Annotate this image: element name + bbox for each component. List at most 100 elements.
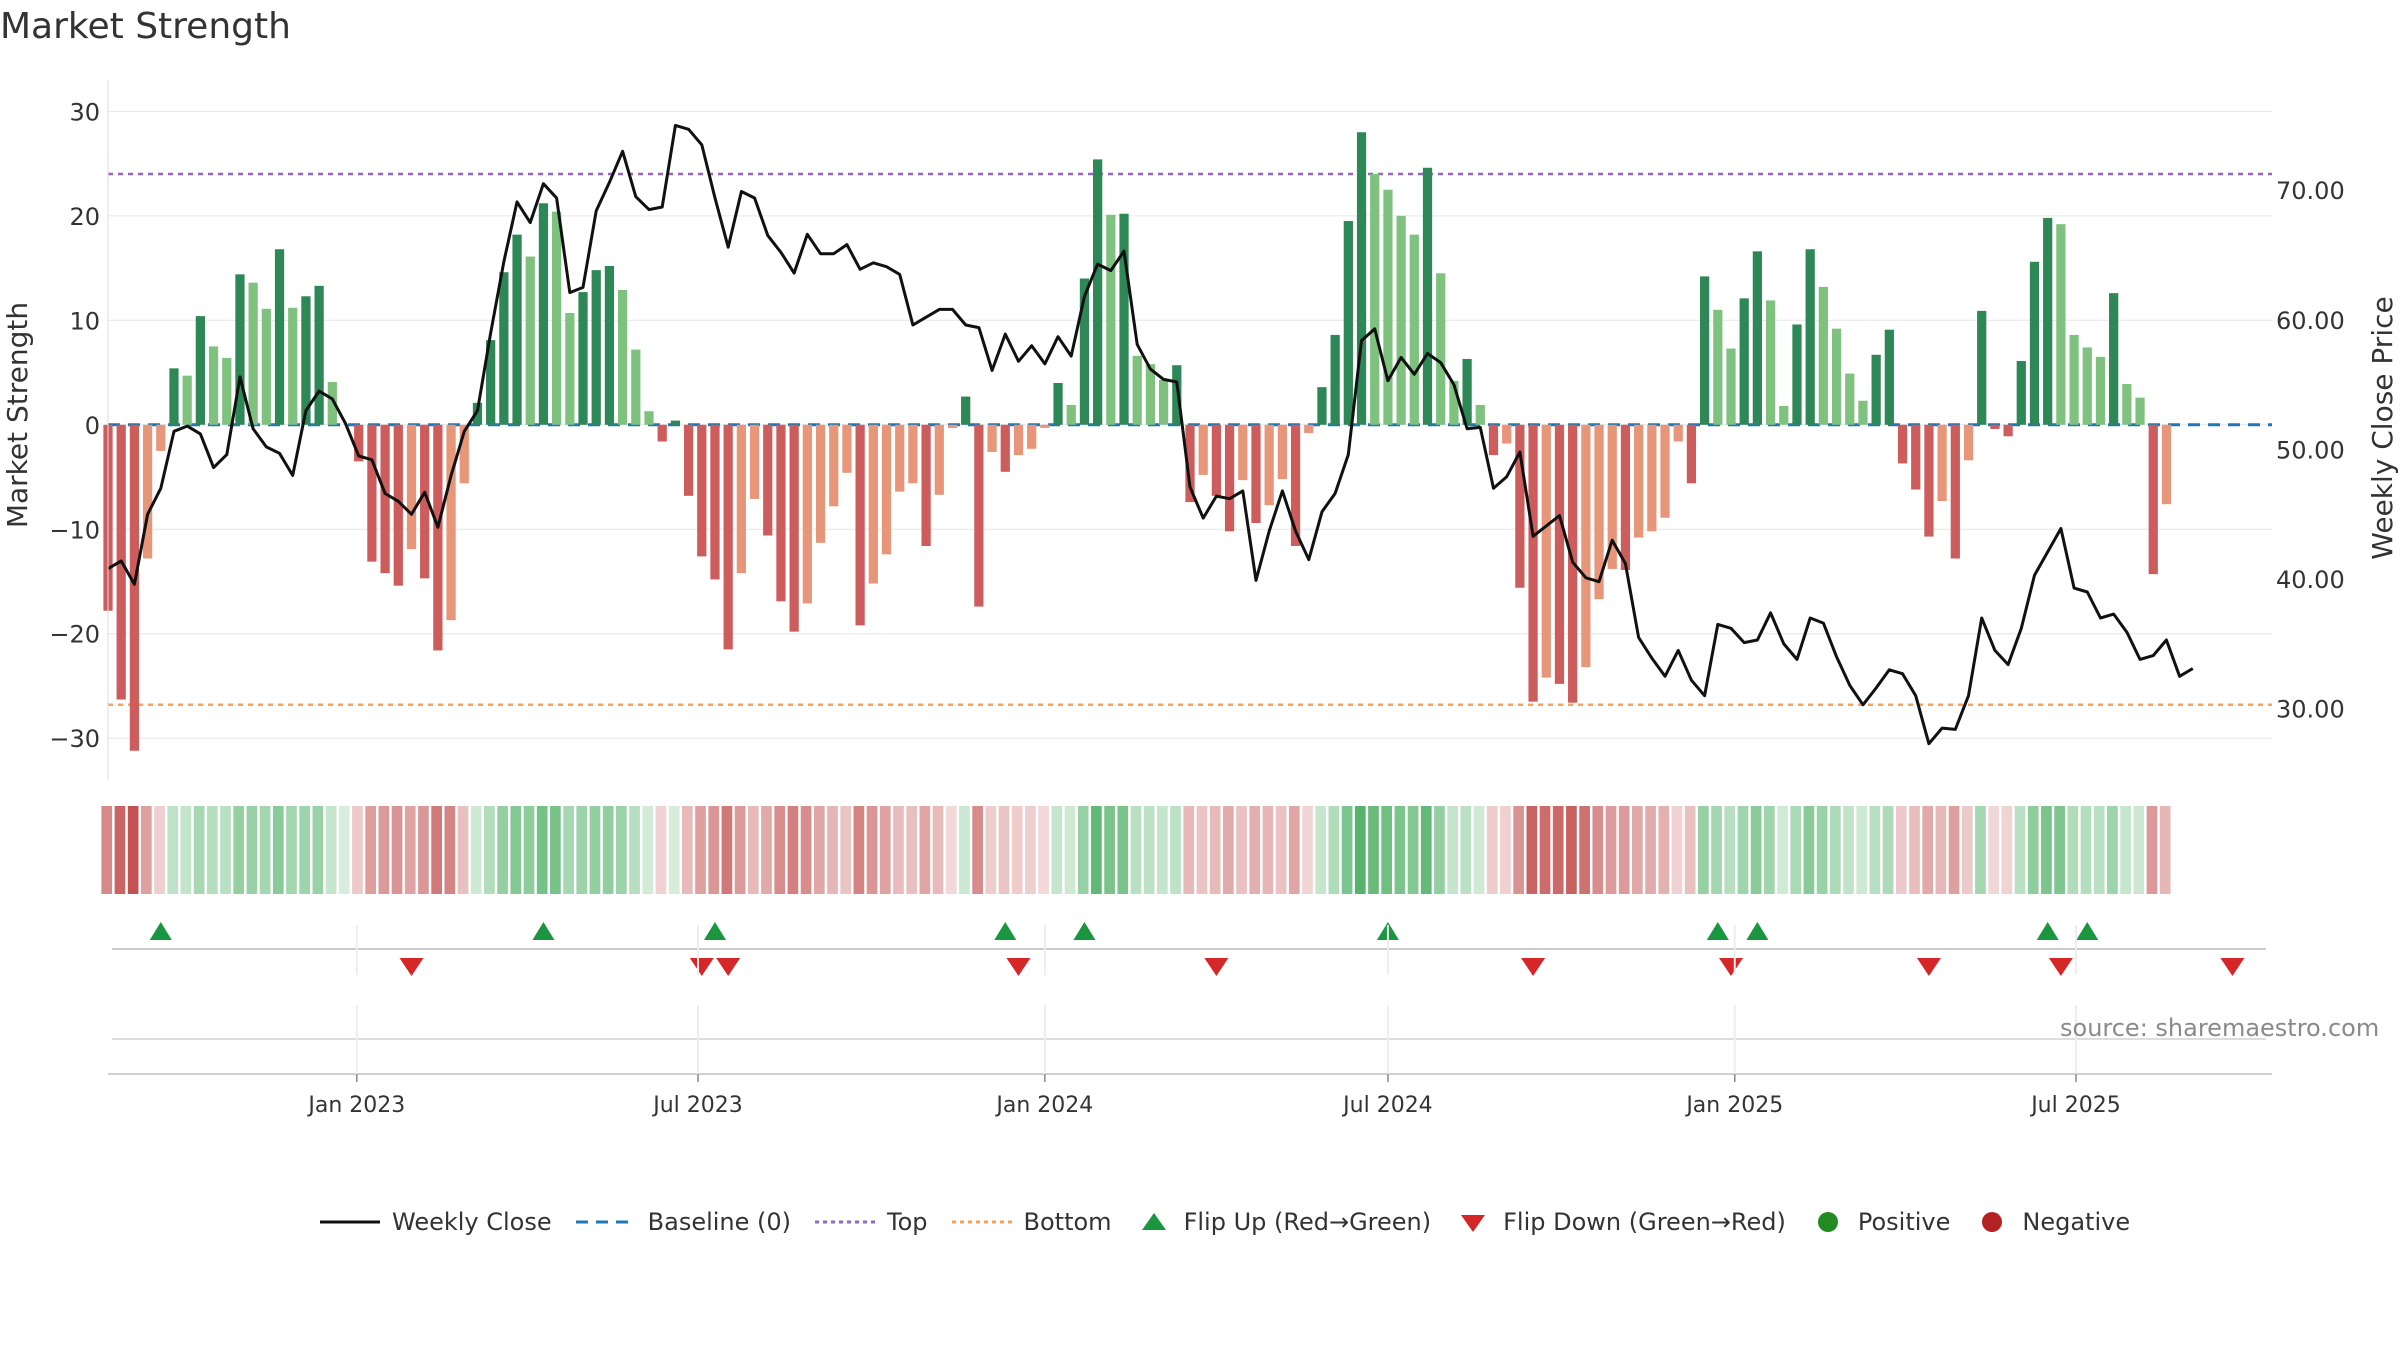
heat-cell	[2107, 806, 2118, 894]
x-tick-label: Jan 2023	[306, 1093, 405, 1118]
y2-tick-label: 50.00	[2276, 436, 2345, 464]
legend-label-bottom: Bottom	[1023, 1208, 1112, 1236]
strength-bar	[1158, 379, 1169, 425]
heat-cell	[404, 806, 416, 894]
heat-cell	[668, 806, 680, 894]
legend-label-baseline: Baseline (0)	[647, 1208, 792, 1236]
flip-up-marker	[1706, 922, 1729, 940]
heat-cell	[1328, 806, 1340, 894]
strength-bar	[1963, 424, 1974, 461]
heat-cell	[945, 806, 957, 894]
strength-bar	[129, 424, 140, 751]
flip-down-marker	[1719, 958, 1743, 976]
heat-cell	[1645, 806, 1656, 894]
strength-bar	[1409, 234, 1419, 425]
strength-bar	[1897, 424, 1908, 464]
strength-bar	[2122, 384, 2132, 425]
strength-bar	[1145, 364, 1156, 425]
heat-cell	[1341, 806, 1353, 894]
heat-cell	[1658, 806, 1670, 894]
heat-cell	[893, 806, 904, 894]
legend-item-negative: Negative	[1974, 1208, 2130, 1236]
heat-cell	[787, 806, 799, 894]
heat-cell	[299, 806, 311, 894]
heat-cell	[747, 806, 759, 894]
strength-bar	[1858, 400, 1868, 425]
heat-cell	[642, 806, 654, 894]
heat-cell	[114, 806, 126, 894]
heat-cell	[1737, 806, 1749, 894]
heat-cell	[1275, 806, 1287, 894]
heat-cell	[919, 806, 931, 894]
flip-down-marker	[689, 958, 714, 976]
legend-swatch-close	[320, 1220, 380, 1224]
heat-cell	[1051, 806, 1063, 894]
heat-cell	[985, 806, 997, 894]
strength-bar	[1950, 424, 1960, 559]
strength-bar	[1422, 167, 1433, 425]
strength-bar	[1752, 251, 1763, 425]
y2-tick-label: 60.00	[2276, 307, 2345, 335]
strength-bar	[1620, 424, 1631, 570]
strength-bar	[657, 424, 667, 442]
strength-bar	[789, 424, 799, 632]
heat-cell	[1500, 806, 1511, 894]
strength-bar	[1686, 424, 1697, 484]
flip-marker-panel	[108, 922, 2272, 1075]
chart-title: Market Strength	[0, 6, 291, 47]
heat-cell	[681, 806, 693, 894]
strength-bar	[314, 285, 324, 425]
strength-bar	[1264, 424, 1274, 506]
heat-cell	[2120, 806, 2131, 894]
heat-cell	[1025, 806, 1036, 894]
strength-bar	[380, 424, 390, 574]
strength-bar	[1277, 424, 1287, 480]
heat-cell	[206, 806, 218, 894]
strength-bar	[987, 424, 997, 452]
legend-label-negative: Negative	[2022, 1208, 2131, 1236]
strength-bar	[1066, 404, 1076, 425]
strength-bar	[512, 234, 522, 425]
heat-cell	[101, 806, 113, 894]
heat-cell	[2146, 806, 2158, 894]
heat-cell	[1196, 806, 1208, 894]
strength-bar	[1805, 249, 1815, 425]
heat-cell	[1711, 806, 1722, 894]
heat-cell	[1869, 806, 1881, 894]
heat-cell	[431, 806, 442, 894]
legend-label-top: Top	[887, 1208, 928, 1236]
y2-tick-label: 40.00	[2276, 566, 2345, 594]
heat-cell	[1236, 806, 1247, 894]
x-tick-label: Jan 2025	[1684, 1093, 1783, 1118]
legend-item-flip-up: Flip Up (Red→Green)	[1136, 1208, 1431, 1236]
flip-up-marker	[149, 922, 172, 940]
heat-cell	[1671, 806, 1683, 894]
heat-cell	[2080, 806, 2092, 894]
heat-cell	[536, 806, 548, 894]
strength-bar	[1977, 310, 1987, 425]
strength-bar	[552, 211, 562, 425]
strength-bar	[1027, 424, 1037, 449]
strength-bar	[195, 316, 205, 425]
legend-swatch-baseline	[575, 1220, 636, 1224]
strength-bar	[459, 424, 469, 484]
strength-bar	[631, 349, 641, 425]
heat-cell	[1038, 806, 1049, 894]
heat-cell	[1882, 806, 1894, 894]
flip-down-marker	[1916, 958, 1941, 976]
heat-cell	[391, 806, 403, 894]
strength-bar	[1079, 278, 1090, 425]
y-axis-label: Market Strength	[1, 302, 34, 528]
heat-cell	[827, 806, 838, 894]
strength-bar	[1013, 424, 1024, 456]
y-tick-label: 10	[69, 307, 100, 335]
heat-cell	[761, 806, 772, 894]
strength-bar	[947, 424, 958, 428]
heat-cell	[325, 806, 337, 894]
strength-bar	[222, 357, 232, 425]
heat-cell	[1407, 806, 1419, 894]
strength-bar	[1317, 387, 1327, 425]
heat-cell	[1632, 806, 1643, 894]
heat-cell	[338, 806, 350, 894]
heat-cell	[457, 806, 469, 894]
